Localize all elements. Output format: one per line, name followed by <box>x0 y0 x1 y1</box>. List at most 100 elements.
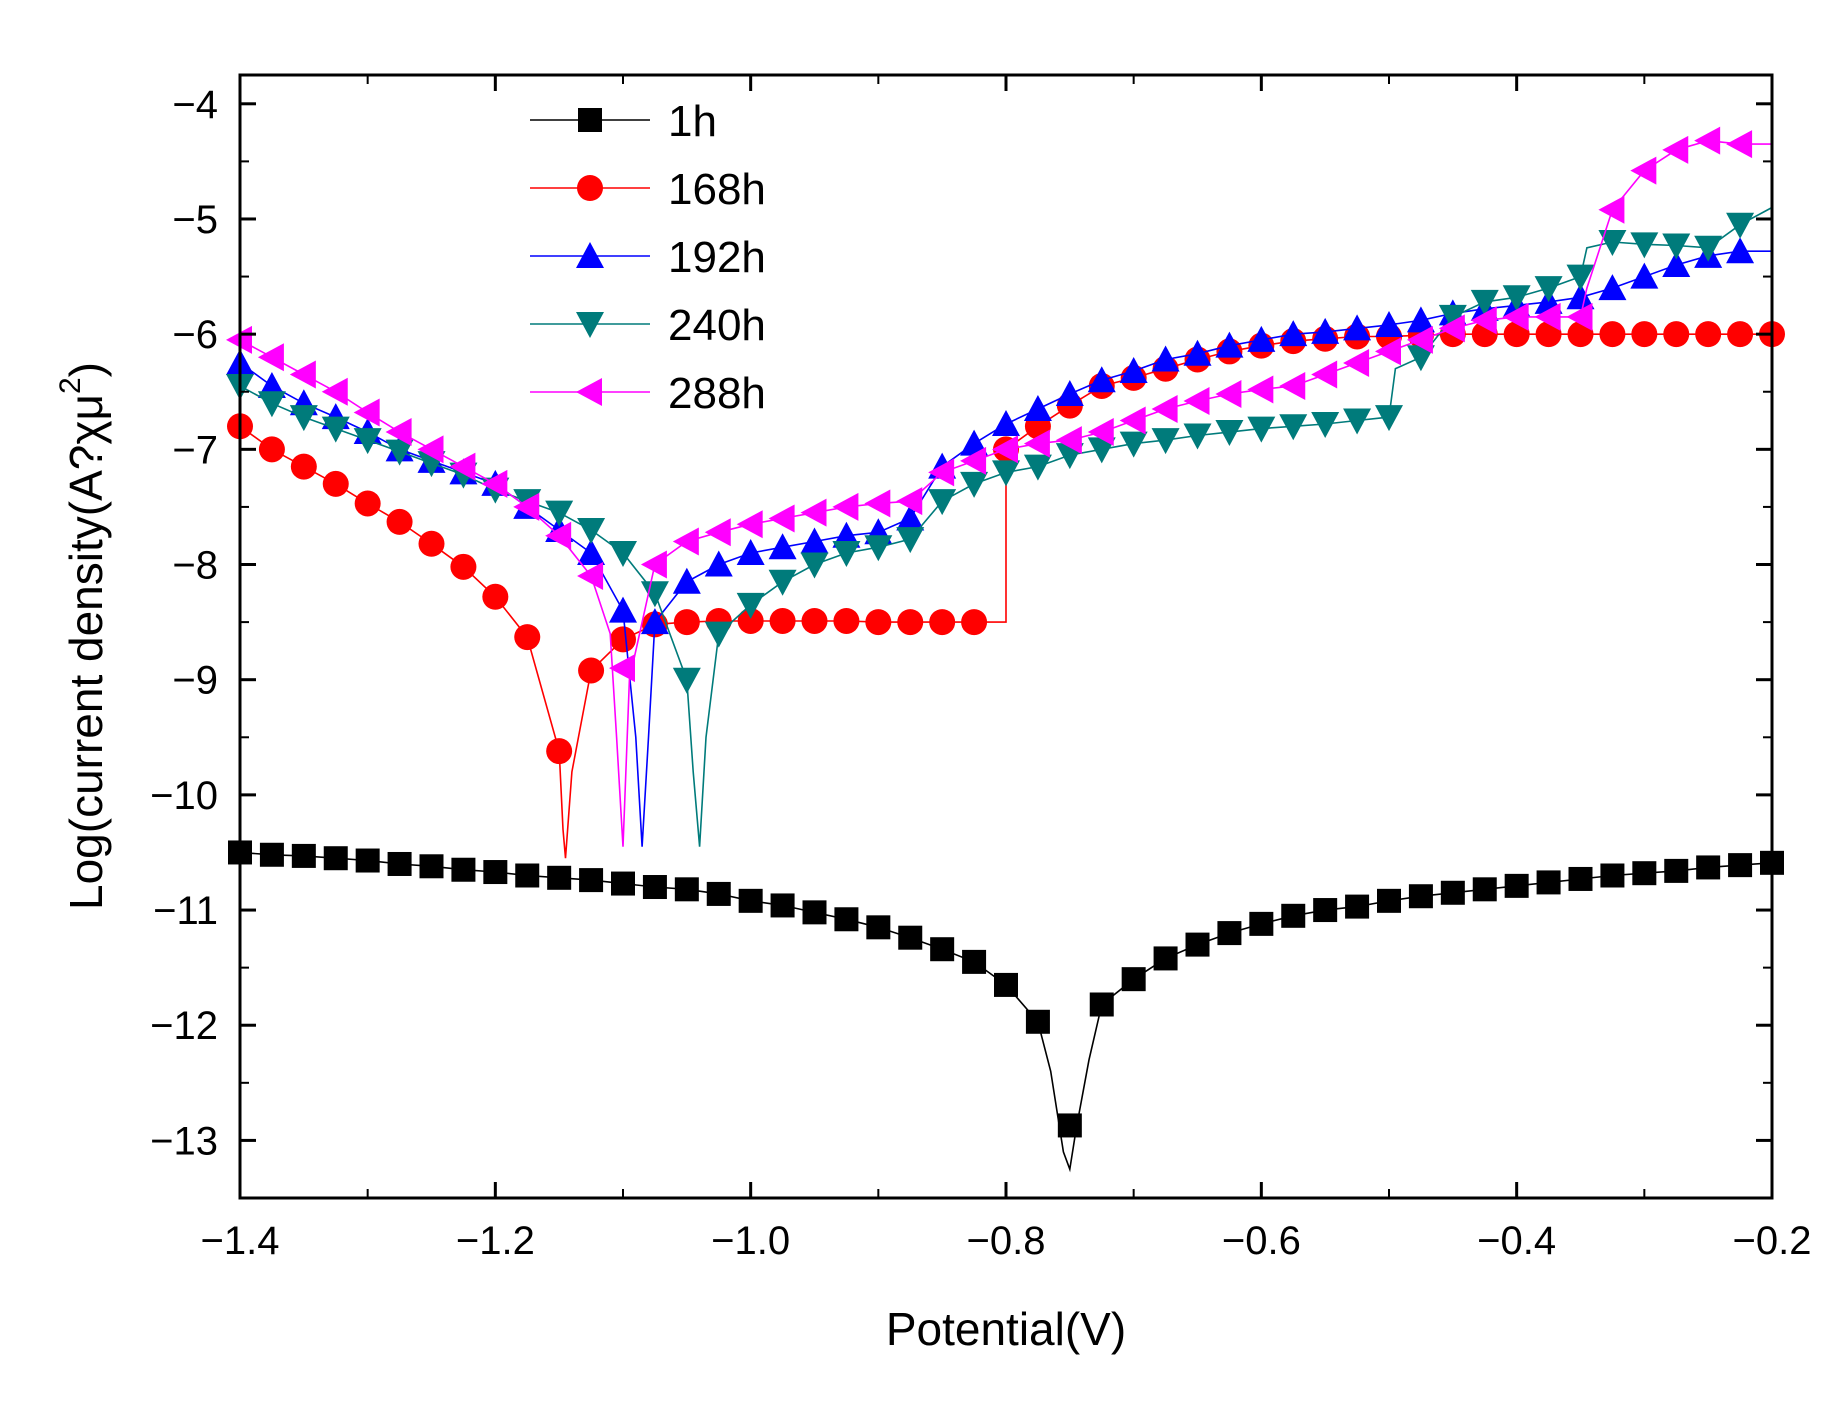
data-point-192h <box>577 538 606 565</box>
data-point-1h <box>291 843 316 868</box>
data-point-288h <box>1375 337 1401 366</box>
data-point-192h <box>704 550 733 577</box>
data-point-168h <box>514 624 541 651</box>
data-point-240h <box>289 405 318 432</box>
y-tick-label: −11 <box>153 889 218 933</box>
data-point-1h <box>1440 880 1465 905</box>
data-point-288h <box>417 435 444 464</box>
legend-label: 192h <box>668 233 766 282</box>
data-point-168h <box>418 530 445 557</box>
data-point-240h <box>1375 405 1403 432</box>
data-point-288h <box>704 518 731 547</box>
data-point-1h <box>738 888 763 913</box>
data-point-168h <box>929 609 956 636</box>
data-point-288h <box>577 562 604 591</box>
x-tick-label: −1.4 <box>201 1219 280 1263</box>
data-point-240h <box>1215 420 1244 447</box>
data-point-1h <box>898 925 923 950</box>
data-point-288h <box>1119 406 1146 435</box>
data-point-1h <box>834 907 859 932</box>
data-point-1h <box>802 900 827 925</box>
data-point-240h <box>1183 423 1212 450</box>
data-point-240h <box>832 540 861 567</box>
data-point-240h <box>736 592 765 619</box>
data-point-288h <box>1630 156 1657 185</box>
x-tick-label: −1.2 <box>456 1219 535 1263</box>
data-point-1h <box>1408 884 1433 909</box>
data-point-192h <box>1279 320 1308 347</box>
data-point-1h <box>355 848 380 873</box>
data-point-288h <box>992 435 1018 464</box>
data-point-192h <box>1343 314 1372 341</box>
data-point-240h <box>1247 416 1276 443</box>
y-axis-label-suffix: ) <box>60 362 112 377</box>
data-point-1h <box>387 851 412 876</box>
data-point-1h <box>1217 921 1242 946</box>
legend-item-240h: 240h <box>530 301 766 350</box>
data-point-1h <box>1377 888 1401 913</box>
data-point-1h <box>962 949 987 974</box>
data-point-1h <box>674 877 699 902</box>
data-point-1h <box>866 915 891 940</box>
data-point-1h <box>1249 911 1274 936</box>
data-point-168h <box>769 607 796 634</box>
data-point-168h <box>322 470 349 497</box>
data-point-1h <box>451 857 476 882</box>
data-point-192h <box>1151 345 1180 372</box>
y-tick-label: −12 <box>150 1004 218 1048</box>
data-point-192h <box>1726 237 1755 264</box>
data-point-192h <box>1119 357 1148 384</box>
x-tick-label: −0.6 <box>1222 1219 1301 1263</box>
legend-item-288h: 288h <box>530 369 766 418</box>
data-point-1h <box>1025 1009 1050 1034</box>
data-point-240h <box>1311 411 1340 438</box>
data-point-1h <box>1568 866 1593 891</box>
data-point-192h <box>672 567 701 594</box>
data-point-1h <box>259 842 284 867</box>
data-point-288h <box>257 343 284 372</box>
data-point-1h <box>1057 1113 1082 1138</box>
legend-label: 1h <box>668 97 717 146</box>
data-point-288h <box>609 654 635 683</box>
data-point-240h <box>1087 437 1116 464</box>
data-point-240h <box>1502 285 1531 312</box>
legend-label: 240h <box>668 301 766 350</box>
x-tick-label: −0.8 <box>967 1219 1046 1263</box>
data-point-240h <box>1438 304 1467 331</box>
data-point-288h <box>1566 302 1593 331</box>
data-point-240h <box>960 471 989 498</box>
data-point-1h <box>642 875 667 900</box>
data-point-288h <box>1694 126 1721 155</box>
data-point-192h <box>1566 283 1595 310</box>
data-point-1h <box>1153 946 1178 971</box>
data-point-288h <box>1502 302 1529 331</box>
data-point-240h <box>1694 235 1723 262</box>
legend-item-1h: 1h <box>530 97 717 146</box>
data-point-192h <box>1311 317 1340 344</box>
legend-marker <box>577 175 603 201</box>
legend-item-192h: 192h <box>530 233 766 282</box>
data-point-168h <box>737 607 764 634</box>
data-point-288h <box>1343 348 1370 377</box>
data-point-192h <box>1406 306 1435 333</box>
data-point-1h <box>547 865 572 890</box>
data-point-288h <box>896 487 923 516</box>
data-point-192h <box>1630 262 1659 289</box>
data-point-240h <box>545 500 574 527</box>
data-point-240h <box>864 535 893 562</box>
data-point-288h <box>513 492 540 521</box>
data-point-240h <box>992 460 1020 487</box>
data-point-240h <box>672 667 701 694</box>
legend-item-168h: 168h <box>530 165 766 214</box>
data-point-192h <box>640 608 669 635</box>
x-tick-label: −0.4 <box>1477 1219 1556 1263</box>
data-point-192h <box>896 504 925 531</box>
y-tick-label: −4 <box>172 83 218 127</box>
data-point-288h <box>832 492 859 521</box>
data-point-288h <box>1406 325 1433 354</box>
data-point-1h <box>611 871 635 896</box>
data-point-288h <box>1183 386 1210 415</box>
data-point-168h <box>865 609 892 636</box>
data-point-240h <box>1470 289 1499 316</box>
